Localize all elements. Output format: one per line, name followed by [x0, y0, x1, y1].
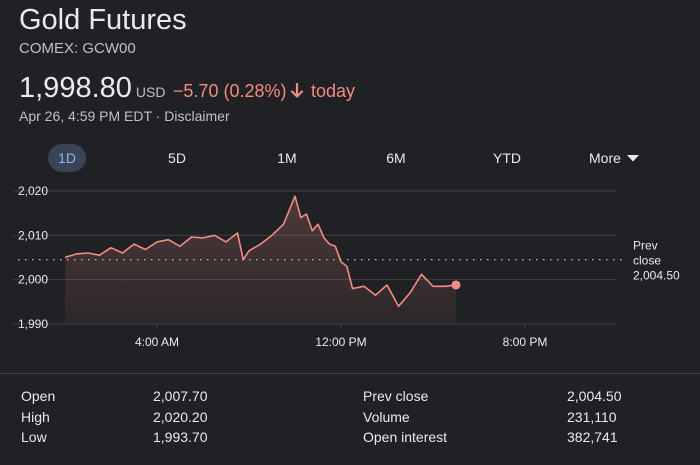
chart-series [64, 195, 461, 324]
timestamp-row: Apr 26, 4:59 PM EDT · Disclaimer [19, 108, 230, 124]
price-row: 1,998.80 USD −5.70 (0.28%) today [19, 72, 355, 105]
stat-row-low: Low 1,993.70 [21, 427, 221, 448]
separator-dot: · [151, 108, 165, 124]
stat-label: Open [21, 388, 56, 404]
range-selector: 1D 5D 1M 6M YTD More [0, 144, 700, 172]
stat-label: Open interest [363, 429, 448, 445]
stat-value: 2,004.50 [567, 388, 622, 404]
y-tick-label: 2,020 [18, 184, 48, 198]
price-line [64, 195, 457, 308]
stat-row-open-interest: Open interest 382,741 [363, 427, 663, 448]
disclaimer-link[interactable]: Disclaimer [164, 108, 230, 124]
price-chart[interactable]: 1,990 2,000 2,010 2,020 4:00 AM 12:00 PM 8:00 … [0, 178, 700, 356]
stat-value: 231,110 [567, 408, 617, 425]
range-tab-ytd[interactable]: YTD [493, 150, 521, 166]
caret-down-icon [626, 155, 639, 162]
prev-close-label: close [633, 254, 661, 268]
last-price-dot [451, 280, 461, 290]
stats-right-column: Prev close 2,004.50 Volume 231,110 Open in… [363, 386, 663, 448]
currency-label: USD [135, 84, 166, 100]
page-title: Gold Futures [19, 4, 187, 36]
y-tick-label: 2,010 [18, 228, 48, 242]
stat-value: 1,993.70 [153, 429, 208, 445]
stat-label: High [21, 408, 50, 425]
stat-row-volume: Volume 231,110 [363, 407, 663, 428]
range-tab-5d[interactable]: 5D [168, 150, 186, 166]
range-tab-6m[interactable]: 6M [386, 150, 406, 166]
stats-divider [0, 373, 700, 374]
prev-close-label: 2,004.50 [633, 269, 680, 283]
change-period: today [310, 81, 355, 101]
stat-row-prev-close: Prev close 2,004.50 [363, 386, 663, 407]
stat-label: Prev close [363, 388, 429, 404]
y-tick-label: 1,990 [18, 317, 48, 331]
stat-value: 382,741 [567, 429, 618, 445]
stat-row-open: Open 2,007.70 [21, 386, 221, 407]
chart-axes: 1,990 2,000 2,010 2,020 4:00 AM 12:00 PM 8:00 … [18, 184, 547, 349]
x-tick-label: 12:00 PM [315, 335, 366, 349]
ticker-symbol: COMEX: GCW00 [19, 40, 136, 57]
x-tick-label: 4:00 AM [135, 335, 179, 349]
x-tick-label: 8:00 PM [503, 335, 548, 349]
range-tab-1m[interactable]: 1M [277, 150, 297, 166]
price-area [65, 196, 456, 324]
stat-label: Volume [363, 408, 410, 425]
stats-left-column: Open 2,007.70 High 2,020.20 Low 1,993.70 [21, 386, 221, 448]
arrow-down-icon [290, 82, 304, 104]
price-change: −5.70 (0.28%) [172, 81, 287, 101]
stat-value: 2,020.20 [153, 408, 208, 425]
stat-row-high: High 2,020.20 [21, 407, 221, 428]
more-ranges-button[interactable]: More [589, 144, 639, 172]
stat-label: Low [21, 429, 47, 445]
y-tick-label: 2,000 [18, 273, 48, 287]
range-tab-1d[interactable]: 1D [48, 144, 86, 172]
stat-value: 2,007.70 [153, 388, 208, 404]
prev-close-label: Prev [633, 239, 658, 253]
more-label: More [589, 150, 621, 166]
timestamp: Apr 26, 4:59 PM EDT [19, 108, 152, 124]
current-price: 1,998.80 [19, 72, 132, 104]
